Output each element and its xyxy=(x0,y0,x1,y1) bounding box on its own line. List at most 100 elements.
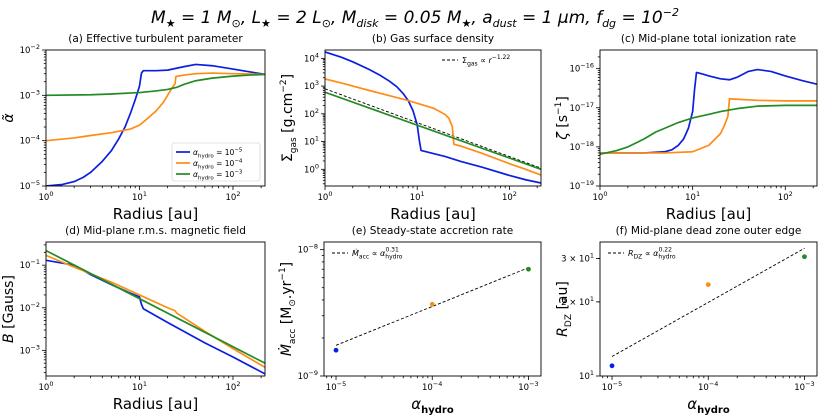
y-axis-label-a: α̃ xyxy=(1,113,17,123)
series-line-high xyxy=(46,73,265,97)
panel-title-a: (a) Effective turbulent parameter xyxy=(68,33,243,45)
legend-sub: hydro xyxy=(198,165,214,171)
ylabel-part: [au] xyxy=(555,281,571,314)
ylabel-part: −2 xyxy=(279,79,289,92)
plot-area-e xyxy=(333,266,531,353)
series-line-mid xyxy=(600,97,817,154)
fit-line-e xyxy=(335,267,529,346)
y-tick-label-mant: 2 × 10 xyxy=(561,298,590,308)
x-tick-label-exp: 0 xyxy=(603,190,607,198)
x-tick-label: 101 xyxy=(410,190,425,203)
x-tick-label-base: 10 xyxy=(602,383,613,393)
panel-title-e: (e) Steady-state accretion rate xyxy=(352,225,513,237)
series-line-mid xyxy=(46,72,265,142)
y-tick-label: 10−2 xyxy=(20,301,40,314)
series-line-low xyxy=(600,68,817,154)
legend-label-low: αhydro = 10−5 xyxy=(193,148,243,160)
ylabel-part: ] xyxy=(279,262,295,267)
y-tick-label-base: 10 xyxy=(20,91,31,101)
y-tick-label-base: 10 xyxy=(20,304,31,314)
series-line-mid xyxy=(46,254,265,369)
x-axis-label-e: αhydro xyxy=(411,395,454,415)
y-tick-label: 3 × 101 xyxy=(561,251,594,264)
series-line-high xyxy=(600,104,817,156)
y-axis-label-f: RDZ [au] xyxy=(555,281,574,337)
x-tick-label-exp: 1 xyxy=(143,380,147,388)
legend-sub: hydro xyxy=(198,154,214,160)
axes-frame xyxy=(599,49,818,187)
legend-sup: −5 xyxy=(234,148,243,154)
y-tick-label: 10−4 xyxy=(20,134,40,147)
axes-frame xyxy=(45,49,266,187)
fit-label-part: 0.31 xyxy=(385,247,399,254)
ylabel-part: ⊙ xyxy=(288,299,298,307)
legend-label-high: αhydro = 10−3 xyxy=(193,170,243,182)
data-point-high xyxy=(802,254,807,260)
fit-label-part: R xyxy=(628,249,634,258)
y-tick-label-exp: −18 xyxy=(580,140,594,148)
x-tick-label-exp: 2 xyxy=(236,190,240,198)
suptitle: M★ = 1 M⊙, L★ = 2 L⊙, Mdisk = 0.05 M★, a… xyxy=(151,6,679,30)
x-tick-label: 10−3 xyxy=(794,380,814,393)
legend-eq: = 10 xyxy=(214,148,235,157)
y-tick-label-exp: −16 xyxy=(580,62,594,70)
y-tick-label-exp: −19 xyxy=(580,179,594,187)
x-tick-label-base: 10 xyxy=(502,193,513,203)
y-tick-label-exp: −3 xyxy=(30,88,40,96)
legend-fit-e: Ṁacc ∝ αhydro0.31 xyxy=(332,247,403,261)
ylabel-part: DZ xyxy=(564,314,574,327)
y-tick-label-exp: −2 xyxy=(30,301,40,309)
y-tick-label: 10−5 xyxy=(20,179,40,192)
axes-frame xyxy=(323,241,542,377)
fit-label-part: Σ xyxy=(462,56,467,65)
y-tick-label: 10−19 xyxy=(569,179,594,192)
x-tick-label-exp: −3 xyxy=(805,380,815,388)
x-tick-label: 100 xyxy=(39,190,54,203)
x-tick-label: 102 xyxy=(226,380,241,393)
ylabel-part: [Gauss] xyxy=(1,275,17,333)
y-tick-label-base: 10 xyxy=(20,261,31,271)
y-tick-label-base: 10 xyxy=(298,246,309,256)
legend-eq: = 10 xyxy=(214,170,235,179)
fit-label-part: acc xyxy=(359,254,369,261)
ylabel-part: ] xyxy=(280,74,296,79)
y-tick-label-base: 10 xyxy=(20,182,31,192)
x-tick-label-exp: −4 xyxy=(709,380,719,388)
x-axis-label-a: Radius [au] xyxy=(113,205,198,223)
xlabel-sub: hydro xyxy=(697,405,730,415)
xlabel-base: α xyxy=(687,395,697,413)
legend-base: α xyxy=(193,159,198,168)
series-line-low xyxy=(46,259,265,375)
x-tick-label-base: 10 xyxy=(39,383,50,393)
fit-label-part: ∝ xyxy=(642,249,653,258)
y-tick-label: 2 × 101 xyxy=(561,295,594,308)
ylabel-part: acc xyxy=(288,329,298,344)
y-tick-label-base: 10 xyxy=(569,143,580,153)
fit-label-part: 0.22 xyxy=(659,247,673,254)
x-tick-label-base: 10 xyxy=(226,193,237,203)
fit-line-f xyxy=(611,247,805,357)
series-line-low xyxy=(46,63,265,186)
xlabel-base: α xyxy=(411,395,421,413)
x-tick-label-base: 10 xyxy=(593,193,604,203)
ylabel-part: [M xyxy=(279,307,295,329)
y-tick-label-base: 10 xyxy=(20,346,31,356)
xlabel-sub: hydro xyxy=(421,405,454,415)
x-tick-label-base: 10 xyxy=(132,193,143,203)
legend-fit-b: Σgas ∝ r−1.22 xyxy=(442,54,510,68)
x-tick-label: 102 xyxy=(778,190,793,203)
x-tick-label-exp: 2 xyxy=(236,380,240,388)
plot-area-f xyxy=(609,247,807,369)
x-tick-label-base: 10 xyxy=(132,383,143,393)
legend-sup: −3 xyxy=(234,170,243,176)
y-tick-label: 10−2 xyxy=(20,43,40,56)
x-tick-label: 10−5 xyxy=(326,380,346,393)
y-tick-label-base: 10 xyxy=(304,54,315,64)
y-tick-label-exp: −9 xyxy=(308,369,318,377)
y-tick-label-exp: −4 xyxy=(30,134,40,142)
x-tick-label: 101 xyxy=(132,190,147,203)
